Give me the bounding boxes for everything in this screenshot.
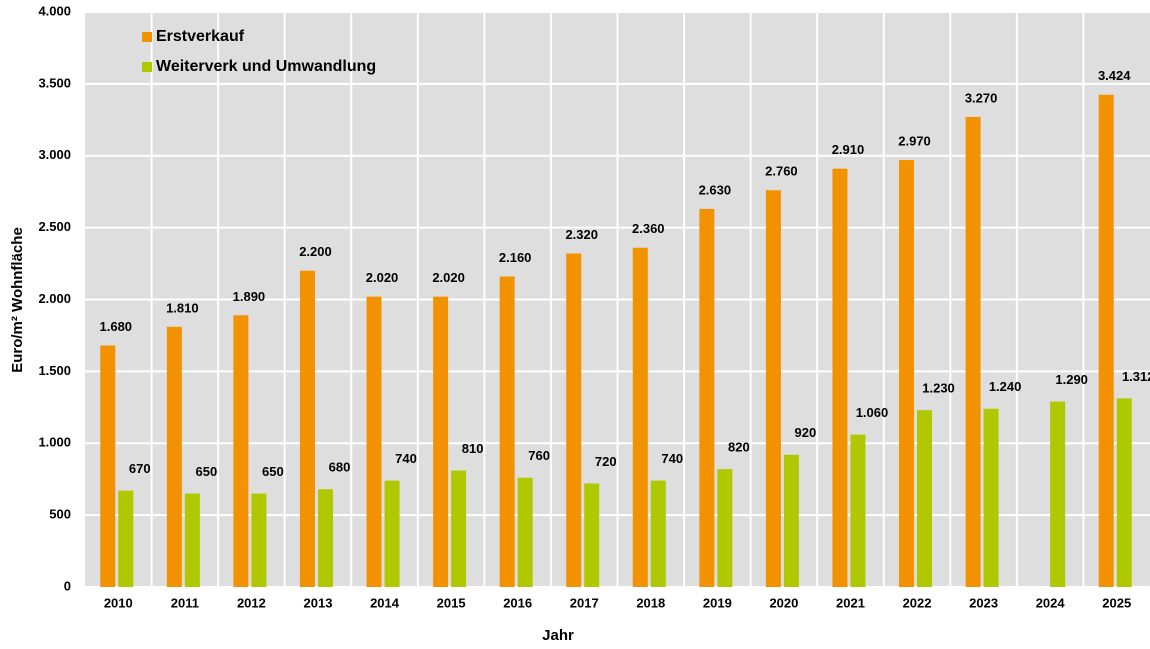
bar <box>632 247 648 587</box>
data-label: 3.270 <box>965 90 998 105</box>
bar <box>917 410 933 587</box>
x-tick-label: 2019 <box>703 595 732 610</box>
x-tick-label: 2017 <box>570 595 599 610</box>
data-label: 2.160 <box>499 250 532 265</box>
data-label: 2.630 <box>699 182 732 197</box>
y-tick-label: 2.000 <box>38 291 71 306</box>
x-tick-label: 2021 <box>836 595 865 610</box>
bar <box>1116 398 1132 587</box>
data-label: 2.020 <box>366 270 399 285</box>
bar <box>965 116 981 587</box>
data-label: 740 <box>661 451 683 466</box>
bar <box>899 160 915 587</box>
data-label: 720 <box>595 454 617 469</box>
x-tick-label: 2011 <box>171 595 199 610</box>
bar <box>100 345 116 587</box>
data-label: 820 <box>728 440 750 455</box>
x-tick-label: 2018 <box>636 595 665 610</box>
x-tick-label: 2025 <box>1102 595 1131 610</box>
bar <box>1050 401 1066 587</box>
x-tick-label: 2016 <box>503 595 532 610</box>
bar <box>650 480 666 587</box>
x-tick-label: 2010 <box>104 595 133 610</box>
data-label: 1.060 <box>856 405 889 420</box>
data-label: 1.810 <box>166 300 199 315</box>
data-label: 2.910 <box>832 142 865 157</box>
x-tick-label: 2013 <box>304 595 333 610</box>
x-tick-label: 2022 <box>903 595 932 610</box>
bar <box>517 477 533 587</box>
y-tick-label: 500 <box>49 507 71 522</box>
bar <box>451 470 467 587</box>
data-label: 2.200 <box>299 244 332 259</box>
bar <box>317 489 333 587</box>
data-label: 2.320 <box>565 227 598 242</box>
data-label: 650 <box>262 464 284 479</box>
data-label: 1.240 <box>989 379 1022 394</box>
data-label: 670 <box>129 461 151 476</box>
y-tick-label: 2.500 <box>38 219 71 234</box>
data-label: 2.020 <box>432 270 465 285</box>
data-label: 680 <box>329 460 351 475</box>
data-label: 2.970 <box>898 134 931 149</box>
data-label: 1.890 <box>233 289 266 304</box>
data-label: 1.290 <box>1055 372 1088 387</box>
x-axis-title: Jahr <box>542 627 574 644</box>
data-label: 2.360 <box>632 221 665 236</box>
data-label: 1.312 <box>1122 369 1150 384</box>
legend-label: Erstverkauf <box>156 28 245 45</box>
bar <box>717 469 733 587</box>
bar <box>499 276 515 587</box>
bar <box>1098 94 1114 588</box>
y-axis-title: Euro/m² Wohnfläche <box>9 227 26 373</box>
bar <box>983 408 999 587</box>
bar <box>251 493 267 587</box>
y-tick-label: 1.000 <box>38 435 71 450</box>
data-label: 2.760 <box>765 164 798 179</box>
bar <box>832 168 848 587</box>
y-tick-label: 4.000 <box>38 3 71 18</box>
data-label: 760 <box>528 448 550 463</box>
y-tick-label: 3.500 <box>38 75 71 90</box>
y-tick-label: 1.500 <box>38 363 71 378</box>
legend-swatch <box>142 32 152 42</box>
y-tick-label: 0 <box>64 578 71 593</box>
bar <box>184 493 200 587</box>
legend-label: Weiterverk und Umwandlung <box>156 58 376 75</box>
bar <box>118 490 134 587</box>
data-label: 3.424 <box>1098 68 1131 83</box>
bar <box>584 483 600 587</box>
bar <box>783 454 799 587</box>
data-label: 920 <box>795 425 817 440</box>
data-label: 740 <box>395 451 417 466</box>
bar <box>433 296 449 587</box>
data-label: 1.230 <box>922 381 955 396</box>
bar <box>699 208 715 587</box>
bar <box>850 434 866 587</box>
bar <box>566 253 582 587</box>
data-label: 810 <box>462 441 484 456</box>
x-tick-label: 2014 <box>370 595 400 610</box>
data-label: 650 <box>195 464 217 479</box>
bar <box>366 296 382 587</box>
data-label: 1.680 <box>100 319 133 334</box>
x-tick-label: 2023 <box>969 595 998 610</box>
bar <box>765 190 781 587</box>
x-tick-label: 2012 <box>237 595 266 610</box>
y-tick-label: 3.000 <box>38 147 71 162</box>
x-tick-label: 2015 <box>437 595 466 610</box>
legend-swatch <box>142 62 152 72</box>
x-tick-label: 2024 <box>1036 595 1066 610</box>
bar <box>299 270 315 587</box>
bar <box>166 326 182 587</box>
bar <box>384 480 400 587</box>
x-tick-label: 2020 <box>769 595 798 610</box>
bar <box>233 315 249 587</box>
